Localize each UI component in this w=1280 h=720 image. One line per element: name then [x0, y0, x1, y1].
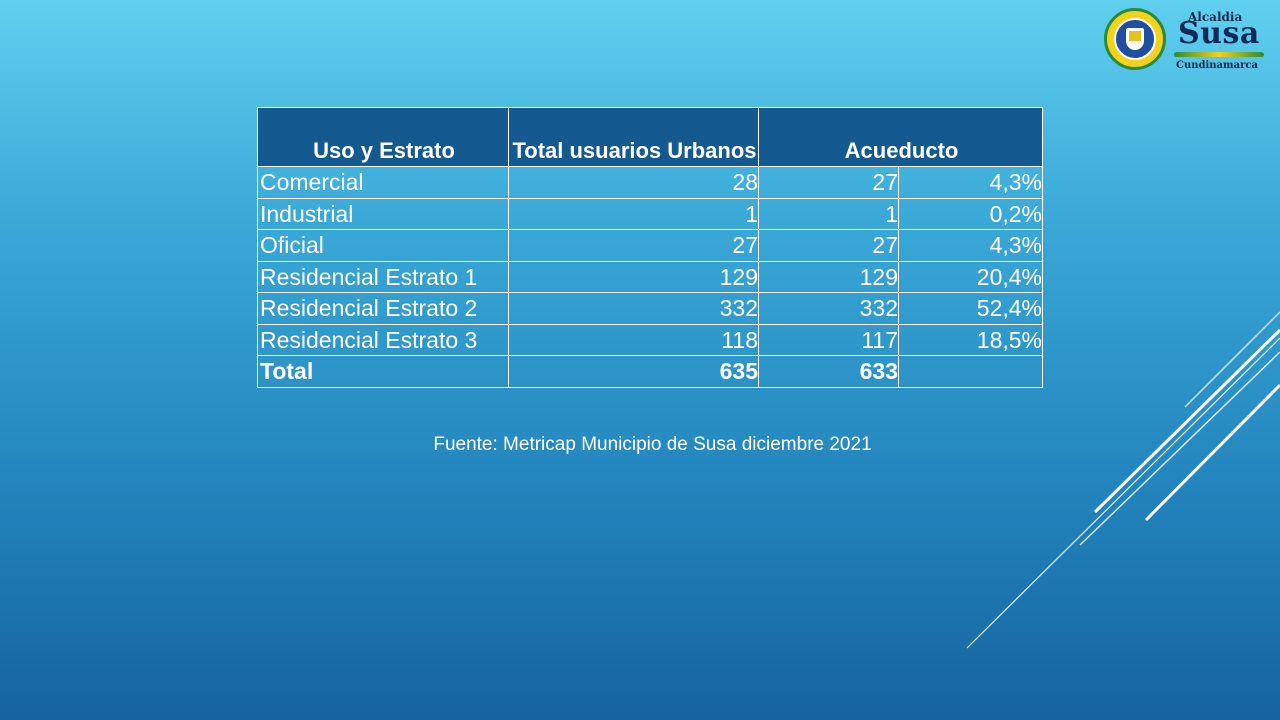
- cell-porcentaje: 4,3%: [898, 229, 1043, 262]
- cell-acueducto: 1: [758, 197, 899, 230]
- table-row: Oficial 27 27 4,3%: [257, 229, 1043, 262]
- table-total-row: Total 635 633: [257, 355, 1043, 388]
- municipal-seal-icon: [1104, 8, 1166, 70]
- cell-uso: Residencial Estrato 2: [257, 292, 509, 325]
- header-acueducto: Acueducto: [758, 107, 1043, 167]
- cell-uso: Residencial Estrato 1: [257, 260, 509, 293]
- table-header-row: Uso y Estrato Total usuarios Urbanos Acu…: [257, 107, 1043, 167]
- cell-uso: Residencial Estrato 3: [257, 323, 509, 356]
- header-uso-estrato: Uso y Estrato: [257, 107, 509, 167]
- cell-acueducto: 117: [758, 323, 899, 356]
- cell-porcentaje: 18,5%: [898, 323, 1043, 356]
- cell-uso: Industrial: [257, 197, 509, 230]
- cell-porcentaje: 52,4%: [898, 292, 1043, 325]
- cell-acueducto: 332: [758, 292, 899, 325]
- cell-total-usuarios: 129: [508, 260, 759, 293]
- cell-uso: Oficial: [257, 229, 509, 262]
- cell-total-usuarios: 27: [508, 229, 759, 262]
- cell-acueducto: 129: [758, 260, 899, 293]
- logo-sub-text: Cundinamarca: [1176, 60, 1258, 71]
- total-usuarios-value: 635: [508, 355, 759, 388]
- total-pct-value: [898, 355, 1043, 388]
- logo-name: Susa: [1178, 16, 1260, 51]
- logo-swoosh: [1174, 52, 1264, 57]
- logo-top-text: Alcaldia: [1188, 10, 1243, 24]
- cell-acueducto: 27: [758, 166, 899, 199]
- table-row: Residencial Estrato 1 129 129 20,4%: [257, 260, 1043, 293]
- cell-total-usuarios: 332: [508, 292, 759, 325]
- source-note: Fuente: Metricap Municipio de Susa dicie…: [433, 434, 872, 455]
- cell-porcentaje: 0,2%: [898, 197, 1043, 230]
- cell-total-usuarios: 28: [508, 166, 759, 199]
- alcaldia-susa-logo: Alcaldia Susa Cundinamarca: [1100, 6, 1268, 78]
- usuarios-table: Uso y Estrato Total usuarios Urbanos Acu…: [257, 107, 1043, 388]
- table-row: Residencial Estrato 2 332 332 52,4%: [257, 292, 1043, 325]
- total-label: Total: [257, 355, 509, 388]
- cell-total-usuarios: 1: [508, 197, 759, 230]
- cell-acueducto: 27: [758, 229, 899, 262]
- table-row: Comercial 28 27 4,3%: [257, 166, 1043, 199]
- cell-total-usuarios: 118: [508, 323, 759, 356]
- cell-porcentaje: 20,4%: [898, 260, 1043, 293]
- cell-porcentaje: 4,3%: [898, 166, 1043, 199]
- table-row: Industrial 1 1 0,2%: [257, 197, 1043, 230]
- total-acueducto-value: 633: [758, 355, 899, 388]
- cell-uso: Comercial: [257, 166, 509, 199]
- header-total-usuarios: Total usuarios Urbanos: [508, 107, 759, 167]
- table-row: Residencial Estrato 3 118 117 18,5%: [257, 323, 1043, 356]
